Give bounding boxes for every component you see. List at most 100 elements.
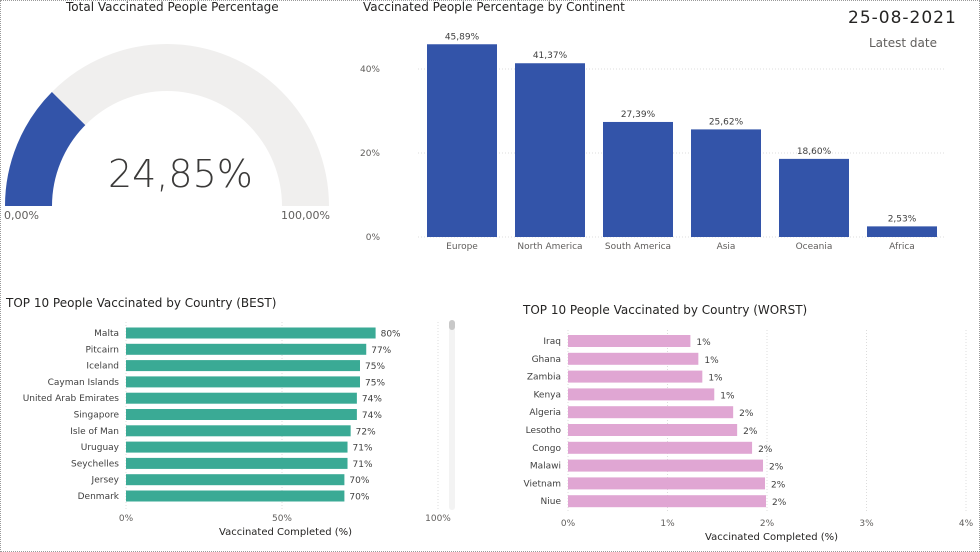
best-y-label: Cayman Islands — [48, 378, 120, 388]
best-y-label: Jersey — [91, 476, 120, 486]
worst-data-label: 2% — [769, 463, 784, 473]
best-data-label: 74% — [362, 411, 382, 421]
continent-x-tick: Asia — [717, 242, 736, 252]
best-chart-title: TOP 10 People Vaccinated by Country (BES… — [6, 296, 277, 310]
worst-y-label: Malawi — [530, 462, 561, 472]
worst-bar — [568, 459, 764, 472]
best-data-label: 70% — [349, 493, 369, 503]
worst-chart-xlabel: Vaccinated Completed (%) — [705, 532, 839, 543]
best-data-label: 71% — [353, 460, 373, 470]
worst-bar — [568, 370, 703, 383]
gauge-fill — [5, 91, 86, 206]
best-y-label: Uruguay — [81, 443, 120, 453]
worst-x-tick: 2% — [760, 519, 775, 529]
worst-y-label: Zambia — [527, 373, 561, 383]
best-bar — [126, 425, 351, 437]
continent-y-tick: 40% — [360, 65, 380, 75]
continent-x-tick: Oceania — [796, 242, 833, 252]
worst-data-label: 2% — [772, 498, 787, 508]
best-bar — [126, 392, 357, 404]
best-y-label: United Arab Emirates — [23, 394, 120, 404]
best-bar — [126, 327, 376, 339]
continent-data-label: 27,39% — [621, 110, 656, 120]
worst-bar — [568, 441, 753, 454]
worst-x-tick: 1% — [660, 519, 675, 529]
worst-data-label: 2% — [739, 409, 754, 419]
worst-data-label: 2% — [758, 445, 773, 455]
worst-bar — [568, 477, 766, 490]
worst-y-label: Ghana — [532, 355, 561, 365]
best-data-label: 70% — [349, 476, 369, 486]
continent-x-tick: Europe — [446, 242, 478, 252]
worst-data-label: 1% — [696, 338, 711, 348]
worst-bar — [568, 335, 691, 347]
continent-bar-chart: 0% 20% 40% 45,89% Europe 41,37% North America 2… — [360, 32, 946, 252]
worst-bar — [568, 388, 715, 401]
best-y-label: Seychelles — [71, 459, 119, 469]
worst-x-tick: 4% — [959, 519, 974, 529]
best-y-label: Denmark — [78, 492, 120, 502]
continent-data-label: 45,89% — [445, 32, 480, 42]
continent-y-tick: 0% — [366, 233, 381, 243]
best-bar — [126, 360, 360, 372]
worst-y-label: Vietnam — [523, 479, 561, 489]
best-y-label: Malta — [94, 329, 119, 339]
continent-bar — [603, 121, 673, 237]
best-chart-xlabel: Vaccinated Completed (%) — [219, 527, 353, 538]
continent-x-tick: Africa — [889, 242, 915, 252]
best-bar — [126, 376, 360, 388]
continent-bar — [427, 44, 497, 238]
date-value: 25-08-2021 — [848, 8, 957, 28]
best-bar — [126, 474, 345, 486]
continent-bar — [867, 226, 937, 237]
worst-y-label: Congo — [532, 444, 561, 454]
best-x-tick: 50% — [272, 514, 292, 524]
best-bar — [126, 409, 357, 420]
gauge-title: Total Vaccinated People Percentage — [66, 0, 279, 14]
best-data-label: 77% — [371, 346, 391, 356]
best-y-label: Singapore — [74, 411, 120, 421]
gauge-value: 24,85% — [108, 152, 253, 196]
best-data-label: 80% — [381, 330, 401, 340]
worst-chart-title: TOP 10 People Vaccinated by Country (WOR… — [523, 303, 808, 317]
best-chart-scrollbar-track[interactable] — [449, 320, 455, 510]
gauge-max-label: 100,00% — [281, 209, 330, 222]
best-bar — [126, 457, 348, 469]
continent-data-label: 41,37% — [533, 51, 568, 61]
best-bar — [126, 343, 367, 355]
worst-data-label: 1% — [720, 391, 735, 401]
continent-y-tick: 20% — [360, 149, 380, 159]
continent-bar — [515, 63, 585, 237]
gauge-track — [5, 44, 329, 206]
worst-y-label: Iraq — [543, 337, 561, 347]
worst-data-label: 1% — [704, 356, 719, 366]
best-chart-scrollbar-thumb[interactable] — [449, 320, 455, 330]
continent-bar — [779, 158, 849, 237]
date-label: Latest date — [869, 36, 937, 50]
worst-y-label: Lesotho — [526, 426, 562, 436]
best-y-label: Isle of Man — [70, 427, 119, 437]
worst-bar — [568, 424, 738, 436]
worst-bar — [568, 352, 699, 365]
continent-data-label: 2,53% — [888, 214, 917, 224]
best-data-label: 72% — [356, 427, 376, 437]
continent-chart-title: Vaccinated People Percentage by Continen… — [363, 0, 625, 14]
worst-y-label: Kenya — [533, 390, 561, 400]
best-data-label: 74% — [362, 395, 382, 405]
worst-x-tick: 3% — [859, 519, 874, 529]
gauge-chart — [5, 44, 329, 206]
continent-data-label: 25,62% — [709, 117, 744, 127]
best-data-label: 75% — [365, 378, 385, 388]
worst-y-label: Algeria — [529, 408, 561, 418]
best-y-label: Iceland — [86, 362, 119, 372]
worst-data-label: 1% — [708, 374, 723, 384]
best-bar-chart: 0% 50% 100% Malta 80% Pitcairn 77% Iceland 75% Ca… — [23, 322, 451, 524]
best-x-tick: 100% — [425, 514, 451, 524]
worst-y-label: Niue — [541, 497, 562, 507]
worst-bar-chart: 0% 1% 2% 3% 4% Iraq 1% Ghana 1% Zambia 1% Kenya 1% Al… — [523, 330, 974, 529]
continent-x-tick: South America — [605, 242, 671, 252]
worst-bar — [568, 406, 734, 419]
worst-data-label: 2% — [743, 427, 758, 437]
best-data-label: 71% — [353, 444, 373, 454]
best-data-label: 75% — [365, 362, 385, 372]
